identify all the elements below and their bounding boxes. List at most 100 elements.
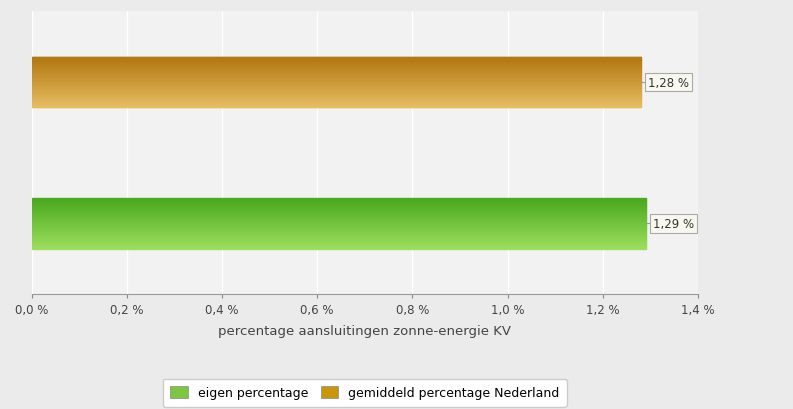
Bar [32, 224, 646, 225]
Bar [32, 76, 641, 77]
Bar [32, 239, 646, 240]
Bar [32, 208, 646, 209]
Bar [32, 204, 646, 205]
Bar [32, 85, 641, 86]
Bar [32, 203, 646, 204]
Bar [32, 234, 646, 235]
Bar [32, 217, 646, 218]
Bar [32, 94, 641, 95]
Bar [32, 219, 646, 220]
Text: 1,29 %: 1,29 % [653, 218, 694, 230]
Bar [32, 64, 641, 65]
Bar [32, 95, 641, 96]
Bar [32, 102, 641, 103]
Bar [32, 202, 646, 203]
Bar [32, 199, 646, 200]
Bar [32, 81, 641, 82]
Bar [32, 66, 641, 67]
Bar [32, 215, 646, 216]
Bar [32, 201, 646, 202]
Bar [32, 222, 646, 223]
Bar [32, 72, 641, 73]
Bar [32, 210, 646, 211]
Bar [32, 232, 646, 233]
Bar [32, 63, 641, 64]
Bar [32, 238, 646, 239]
Bar [32, 231, 646, 232]
Bar [32, 236, 646, 237]
Bar [32, 96, 641, 97]
Bar [32, 218, 646, 219]
Bar [32, 61, 641, 62]
Bar [32, 220, 646, 221]
Bar [32, 90, 641, 91]
Bar [32, 230, 646, 231]
Bar [32, 58, 641, 59]
Bar [32, 206, 646, 207]
Bar [32, 78, 641, 79]
Bar [32, 59, 641, 60]
Bar [32, 77, 641, 78]
Bar [32, 229, 646, 230]
Bar [32, 214, 646, 215]
Bar [32, 228, 646, 229]
Bar [32, 104, 641, 105]
Bar [32, 226, 646, 227]
Bar [32, 221, 646, 222]
Bar [32, 200, 646, 201]
Bar [32, 245, 646, 246]
Bar [32, 70, 641, 71]
Bar [32, 233, 646, 234]
Bar [32, 209, 646, 210]
Bar [32, 89, 641, 90]
Bar [32, 207, 646, 208]
Bar [32, 80, 641, 81]
Bar [32, 103, 641, 104]
Bar [32, 86, 641, 87]
Bar [32, 69, 641, 70]
Bar [32, 235, 646, 236]
Bar [32, 92, 641, 93]
Bar [32, 243, 646, 244]
Bar [32, 105, 641, 106]
Bar [32, 247, 646, 248]
Bar [32, 68, 641, 69]
Bar [32, 205, 646, 206]
Bar [32, 91, 641, 92]
Bar [32, 244, 646, 245]
Bar [32, 82, 641, 83]
Bar [32, 107, 641, 108]
Bar [32, 65, 641, 66]
Text: 1,28 %: 1,28 % [649, 76, 689, 89]
Bar [32, 73, 641, 74]
Bar [32, 101, 641, 102]
Bar [32, 74, 641, 75]
Bar [32, 62, 641, 63]
Bar [32, 98, 641, 99]
Bar [32, 100, 641, 101]
Bar [32, 75, 641, 76]
Bar [32, 97, 641, 98]
Bar [32, 88, 641, 89]
Bar [32, 84, 641, 85]
Bar [32, 216, 646, 217]
Bar [32, 99, 641, 100]
Bar [32, 240, 646, 241]
Bar [32, 60, 641, 61]
Bar [32, 57, 641, 58]
Bar [32, 79, 641, 80]
Bar [32, 237, 646, 238]
Bar [32, 242, 646, 243]
Bar [32, 213, 646, 214]
Bar [32, 71, 641, 72]
Bar [32, 241, 646, 242]
Bar [32, 83, 641, 84]
Bar [32, 93, 641, 94]
Legend: eigen percentage, gemiddeld percentage Nederland: eigen percentage, gemiddeld percentage N… [163, 379, 567, 407]
Bar [32, 67, 641, 68]
Bar [32, 198, 646, 199]
Bar [32, 211, 646, 212]
Bar [32, 248, 646, 249]
Bar [32, 212, 646, 213]
Bar [32, 87, 641, 88]
